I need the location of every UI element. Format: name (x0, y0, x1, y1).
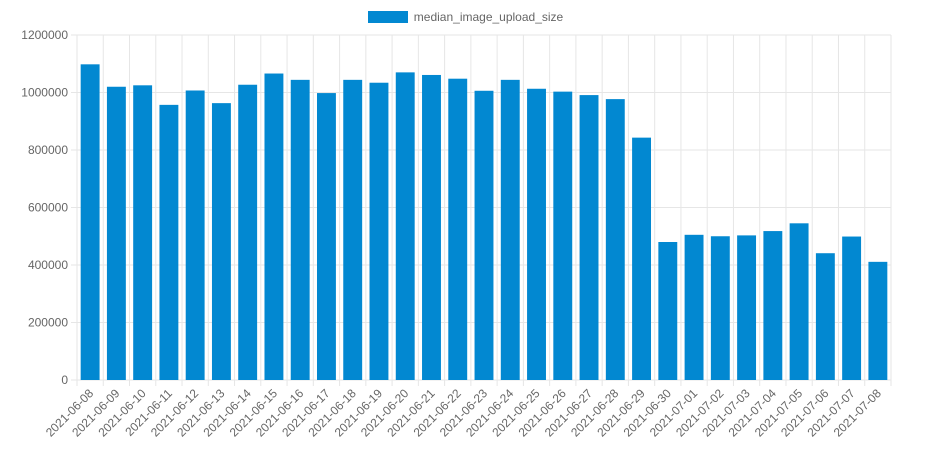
legend-label: median_image_upload_size (413, 10, 564, 24)
bar (290, 79, 310, 380)
bar (474, 90, 494, 381)
y-tick-label: 600000 (28, 201, 68, 215)
bar (710, 236, 730, 380)
y-tick-label: 200000 (28, 316, 68, 330)
bar (80, 64, 100, 380)
bar (605, 99, 625, 381)
bar (842, 236, 862, 380)
bar (422, 74, 441, 381)
bar (238, 84, 258, 381)
bar (684, 234, 704, 380)
bar (500, 79, 520, 380)
bar (133, 85, 153, 380)
bar (343, 79, 363, 380)
y-tick-label: 400000 (28, 258, 68, 272)
bar (658, 242, 678, 380)
bar (789, 223, 809, 380)
bar (369, 82, 389, 380)
bar (527, 88, 546, 380)
bar (185, 90, 205, 381)
bar (211, 103, 231, 380)
bar (737, 235, 757, 380)
bar (632, 137, 652, 380)
bar (264, 73, 284, 381)
legend-swatch (367, 11, 408, 23)
y-tick-label: 0 (61, 373, 68, 387)
bar (448, 78, 468, 380)
bar (579, 95, 599, 381)
y-tick-label: 1000000 (21, 86, 68, 100)
bar (159, 104, 179, 381)
bar (815, 253, 835, 380)
bar (395, 72, 415, 380)
y-tick-label: 800000 (28, 143, 68, 157)
bar (868, 261, 888, 380)
chart-legend[interactable]: median_image_upload_size (0, 10, 931, 24)
bar (106, 86, 126, 380)
bar (553, 91, 573, 380)
bar (316, 93, 336, 380)
bar (763, 231, 783, 380)
y-tick-label: 1200000 (21, 28, 68, 42)
